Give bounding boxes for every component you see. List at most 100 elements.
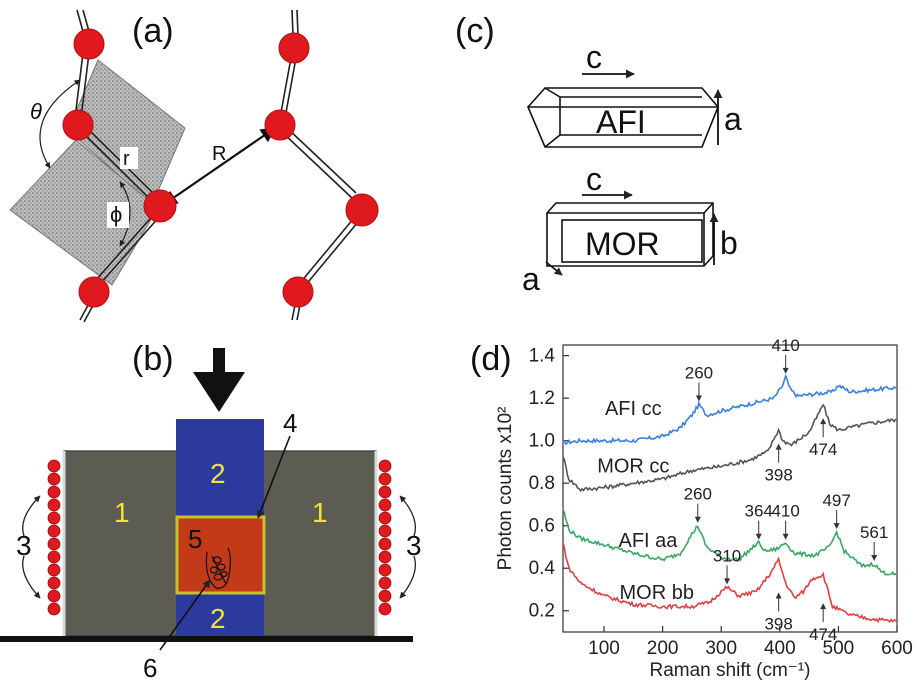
peak-label: 410: [771, 502, 799, 521]
label-5: 5: [188, 524, 202, 554]
theta-label: θ: [30, 99, 42, 124]
peak-arrowhead: [724, 578, 731, 585]
x-axis-label: Raman shift (cm⁻¹): [650, 660, 811, 681]
mor-box: [546, 202, 714, 267]
label-6: 6: [143, 653, 157, 683]
peak-label: 497: [822, 491, 850, 510]
peak-label: 410: [771, 336, 799, 355]
label-2-top: 2: [210, 458, 226, 489]
crystal-bundle: [205, 547, 231, 589]
peak-label: 561: [860, 523, 888, 542]
peak-label: 474: [809, 440, 837, 459]
atoms: [62, 28, 379, 308]
base-plate: [0, 636, 413, 642]
theta-arc: [39, 79, 81, 169]
x-tick-label: 200: [647, 638, 679, 659]
mor-label: MOR: [585, 226, 660, 262]
x-tick-label: 500: [823, 638, 855, 659]
label-4-arrow: [256, 435, 291, 519]
heater-coils-left: [47, 459, 61, 616]
r-label-bg: [120, 147, 138, 169]
label-1-left: 1: [114, 497, 130, 528]
raman-chart: 100 200 300 400 500 600 0.2 0.4 0.6 0.8 1.0 1.2 1.4 R…: [495, 336, 913, 681]
series-label: AFI aa: [619, 530, 679, 552]
heater-coils-right: [378, 459, 392, 616]
peak-label: 474: [809, 625, 837, 644]
panel-a: (a): [9, 9, 379, 323]
force-arrow-head: [193, 372, 245, 412]
panel-c-label: (c): [455, 12, 495, 50]
label-3-right: 3: [406, 530, 422, 561]
plane-lower: [9, 139, 159, 286]
peak-arrowhead: [775, 443, 782, 450]
series-line: [562, 542, 898, 624]
peak-label: 364: [745, 502, 773, 521]
left-chain-bonds: [74, 9, 161, 323]
y-tick-label: 1.4: [529, 346, 556, 367]
label-2-bottom: 2: [210, 603, 226, 634]
mor-b-label: b: [720, 225, 738, 261]
series-label: AFI cc: [605, 398, 662, 420]
y-axis-label: Photon counts x10²: [495, 407, 516, 571]
phi-arc: [119, 181, 131, 247]
series-label: MOR bb: [620, 582, 694, 604]
x-tick-label: 400: [764, 638, 796, 659]
series-line: [562, 508, 898, 576]
y-tick-label: 1.2: [529, 388, 555, 409]
peak-label: 260: [685, 364, 713, 383]
series-line: [562, 403, 898, 493]
panel-d-label: (d): [470, 340, 512, 378]
plot-frame: [562, 344, 898, 633]
y-tick-label: 0.8: [529, 473, 555, 494]
x-tick-label: 300: [705, 638, 737, 659]
panel-c: (c) AFI c a MOR c b a: [455, 12, 742, 297]
peak-arrowhead: [820, 603, 827, 610]
y-tick-label: 0.4: [529, 558, 556, 579]
panel-a-label: (a): [132, 12, 174, 50]
afi-a-label: a: [724, 101, 742, 137]
panel-b-label: (b): [132, 340, 174, 378]
phi-label: ϕ: [110, 202, 122, 227]
right-chain-bonds: [279, 9, 359, 321]
phi-label-bg: [107, 202, 129, 228]
R-label: R: [212, 143, 226, 165]
peak-arrowhead: [871, 554, 878, 561]
peak-label: 398: [764, 614, 792, 633]
r-label: r: [123, 148, 130, 170]
label-6-arrow: [159, 579, 211, 651]
label3-right-arrows: [400, 496, 417, 598]
mor-a-arrow: [545, 261, 563, 276]
y-tick-label: 1.0: [529, 431, 555, 452]
y-tick-label: 0.2: [529, 601, 555, 622]
peak-label: 310: [713, 546, 741, 565]
label3-left-arrows: [22, 496, 40, 598]
peak-arrowhead: [775, 592, 782, 599]
mor-c-label: c: [586, 161, 602, 197]
x-tick-label: 600: [881, 638, 913, 659]
panel-d: (d) 100 200 300 400 500 600 0.2 0.4 0.6 0.8 1.0 1.2…: [470, 336, 913, 681]
peak-arrowhead: [782, 367, 789, 374]
x-tick-label: 100: [588, 638, 620, 659]
sample-chamber: [175, 515, 266, 595]
peak-arrowhead: [782, 533, 789, 540]
afi-c-label: c: [586, 39, 602, 75]
label-1-right: 1: [312, 497, 328, 528]
series-label: MOR cc: [597, 456, 669, 478]
force-arrow-shaft: [213, 348, 225, 376]
R-arrow: [161, 127, 277, 206]
peak-label: 398: [764, 466, 792, 485]
peak-arrowhead: [695, 395, 702, 402]
afi-label: AFI: [596, 104, 646, 140]
y-tick-label: 0.6: [529, 516, 555, 537]
label-4: 4: [283, 408, 297, 438]
mor-a-label: a: [522, 261, 540, 297]
peak-arrowhead: [694, 516, 701, 523]
panel-b: (b): [0, 340, 422, 683]
label-3-left: 3: [16, 530, 32, 561]
afi-prism: [527, 87, 719, 148]
peak-arrowhead: [755, 533, 762, 540]
peak-arrowhead: [833, 523, 840, 530]
peak-label: 260: [684, 485, 712, 504]
series-line: [562, 373, 898, 446]
